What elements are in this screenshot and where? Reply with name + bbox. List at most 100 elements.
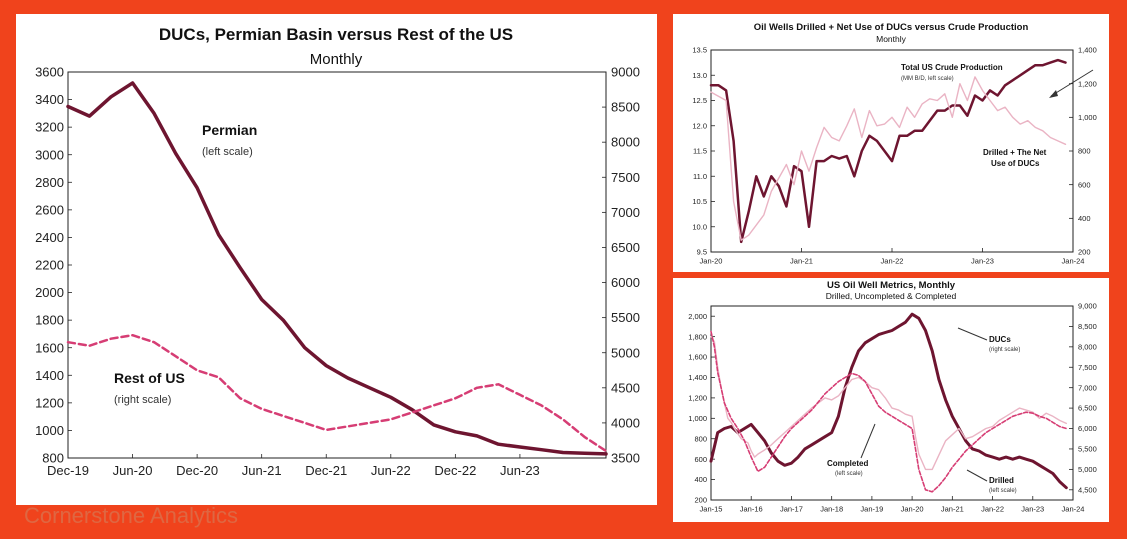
y-left-tick-label: 2000 bbox=[35, 285, 64, 300]
y-right-tick-label: 1,200 bbox=[1078, 79, 1097, 88]
y-left-tick-label: 800 bbox=[42, 451, 64, 466]
y-left-tick-label: 13.0 bbox=[692, 71, 707, 80]
x-tick-label: Jan-24 bbox=[1062, 257, 1085, 266]
x-tick-label: Dec-22 bbox=[434, 463, 476, 478]
x-tick-label: Jan-20 bbox=[700, 257, 723, 266]
series-line-ducs bbox=[709, 312, 1068, 490]
y-left-tick-label: 12.5 bbox=[692, 96, 707, 105]
arrow-line bbox=[957, 327, 988, 341]
y-left-tick-label: 400 bbox=[694, 475, 707, 484]
plot-area: 9.5 10.0 10.5 11.0 11.5 12.0 12.5 13.0 13.5 200 40… bbox=[692, 46, 1096, 266]
label-rest-note: (right scale) bbox=[114, 394, 171, 406]
y-right-tick-label: 1,000 bbox=[1078, 113, 1097, 122]
label-production-note: (MM B/D, left scale) bbox=[901, 76, 954, 82]
y-right-tick-label: 4000 bbox=[611, 415, 640, 430]
y-right-tick-label: 7,000 bbox=[1078, 383, 1097, 392]
y-left-tick-label: 1,800 bbox=[688, 332, 707, 341]
series-line-permian bbox=[66, 81, 608, 456]
y-right-tick-label: 7000 bbox=[611, 205, 640, 220]
chart-wells-vs-production: Oil Wells Drilled + Net Use of DUCs vers… bbox=[673, 14, 1109, 272]
label-rest-of-us: Rest of US bbox=[114, 370, 185, 386]
y-left-tick-label: 11.5 bbox=[693, 147, 707, 156]
arrow-line bbox=[860, 423, 876, 459]
label-ducs-note: (right scale) bbox=[989, 347, 1020, 353]
y-right-tick-label: 4500 bbox=[611, 380, 640, 395]
x-tick-label: Jun-23 bbox=[500, 463, 540, 478]
x-tick-label: Dec-21 bbox=[305, 463, 347, 478]
y-left-tick-label: 1,200 bbox=[688, 394, 707, 403]
watermark: Cornerstone Analytics bbox=[24, 503, 238, 528]
x-tick-label: Dec-20 bbox=[176, 463, 218, 478]
y-right-tick-label: 6000 bbox=[611, 275, 640, 290]
chart-title: Oil Wells Drilled + Net Use of DUCs vers… bbox=[754, 22, 1029, 33]
chart-left-svg: DUCs, Permian Basin versus Rest of the U… bbox=[35, 25, 640, 478]
y-right-tick-label: 800 bbox=[1078, 147, 1091, 156]
y-left-tick-label: 1,000 bbox=[688, 414, 707, 423]
chart-subtitle: Monthly bbox=[876, 34, 907, 44]
plot-area: 200 400 600 800 1,000 1,200 1,400 1,600 1,800 2,0… bbox=[688, 302, 1097, 514]
chart-tr-svg: Oil Wells Drilled + Net Use of DUCs vers… bbox=[692, 22, 1096, 266]
label-drilled: Drilled bbox=[989, 476, 1014, 485]
label-completed-note: (left scale) bbox=[835, 471, 863, 477]
x-tick-label: Jan-23 bbox=[1021, 505, 1044, 514]
y-right-tick-label: 9,000 bbox=[1078, 302, 1097, 311]
y-left-tick-label: 10.5 bbox=[692, 197, 707, 206]
chart-subtitle: Drilled, Uncompleted & Completed bbox=[826, 291, 957, 301]
y-left-tick-label: 2400 bbox=[35, 230, 64, 245]
y-left-tick-label: 600 bbox=[694, 455, 707, 464]
y-left-tick-label: 2600 bbox=[35, 202, 64, 217]
y-left-tick-label: 2800 bbox=[35, 175, 64, 190]
y-left-tick-label: 1,400 bbox=[688, 373, 707, 382]
series-line-drilled bbox=[710, 330, 1068, 493]
y-left-tick-label: 1000 bbox=[35, 423, 64, 438]
label-production: Total US Crude Production bbox=[901, 63, 1003, 72]
series-line-rest-of-us bbox=[66, 333, 608, 453]
y-right-tick-label: 6500 bbox=[611, 240, 640, 255]
y-left-tick-label: 2200 bbox=[35, 258, 64, 273]
x-tick-label: Jan-21 bbox=[941, 505, 964, 514]
y-right-tick-label: 9000 bbox=[611, 65, 640, 80]
y-right-tick-label: 4,500 bbox=[1078, 485, 1097, 494]
x-tick-label: Jan-24 bbox=[1062, 505, 1085, 514]
y-left-tick-label: 3600 bbox=[35, 65, 64, 80]
label-drilled-note: (left scale) bbox=[989, 488, 1017, 494]
y-left-tick-label: 1400 bbox=[35, 368, 64, 383]
x-tick-label: Jan-19 bbox=[860, 505, 883, 514]
y-right-tick-label: 8000 bbox=[611, 135, 640, 150]
x-tick-label: Jan-16 bbox=[740, 505, 763, 514]
label-ducs: DUCs bbox=[989, 335, 1011, 344]
y-left-tick-label: 3000 bbox=[35, 147, 64, 162]
y-left-tick-label: 1600 bbox=[35, 340, 64, 355]
arrow-head-icon bbox=[1049, 90, 1058, 98]
y-left-tick-label: 800 bbox=[694, 434, 707, 443]
chart-title: US Oil Well Metrics, Monthly bbox=[827, 280, 956, 291]
x-tick-label: Jan-23 bbox=[971, 257, 994, 266]
y-right-tick-label: 5000 bbox=[611, 345, 640, 360]
label-completed: Completed bbox=[827, 459, 868, 468]
x-tick-label: Jan-15 bbox=[700, 505, 723, 514]
x-tick-label: Jan-22 bbox=[981, 505, 1004, 514]
series-line-drilled-the-net-use-of-ducs bbox=[710, 76, 1067, 241]
y-left-tick-label: 11.0 bbox=[693, 172, 707, 181]
y-left-tick-label: 1,600 bbox=[688, 353, 707, 362]
x-tick-label: Jan-21 bbox=[790, 257, 813, 266]
y-right-tick-label: 7,500 bbox=[1078, 363, 1097, 372]
label-drilled-net: Drilled + The Net bbox=[983, 148, 1047, 157]
arrow-line bbox=[1050, 69, 1094, 97]
y-left-tick-label: 12.0 bbox=[692, 121, 707, 130]
label-permian-note: (left scale) bbox=[202, 146, 253, 158]
series-line-completed bbox=[710, 335, 1067, 471]
y-right-tick-label: 7500 bbox=[611, 170, 640, 185]
arrow-line bbox=[966, 469, 988, 482]
chart-subtitle: Monthly bbox=[310, 51, 363, 68]
y-right-tick-label: 600 bbox=[1078, 180, 1091, 189]
y-left-tick-label: 2,000 bbox=[688, 312, 707, 321]
x-tick-label: Jun-22 bbox=[371, 463, 411, 478]
label-drilled-net-2: Use of DUCs bbox=[991, 159, 1040, 168]
y-right-tick-label: 3500 bbox=[611, 451, 640, 466]
x-tick-label: Jan-22 bbox=[881, 257, 904, 266]
y-right-tick-label: 5,500 bbox=[1078, 445, 1097, 454]
x-tick-label: Jan-20 bbox=[901, 505, 924, 514]
y-right-tick-label: 5,000 bbox=[1078, 465, 1097, 474]
y-right-tick-label: 6,000 bbox=[1078, 424, 1097, 433]
